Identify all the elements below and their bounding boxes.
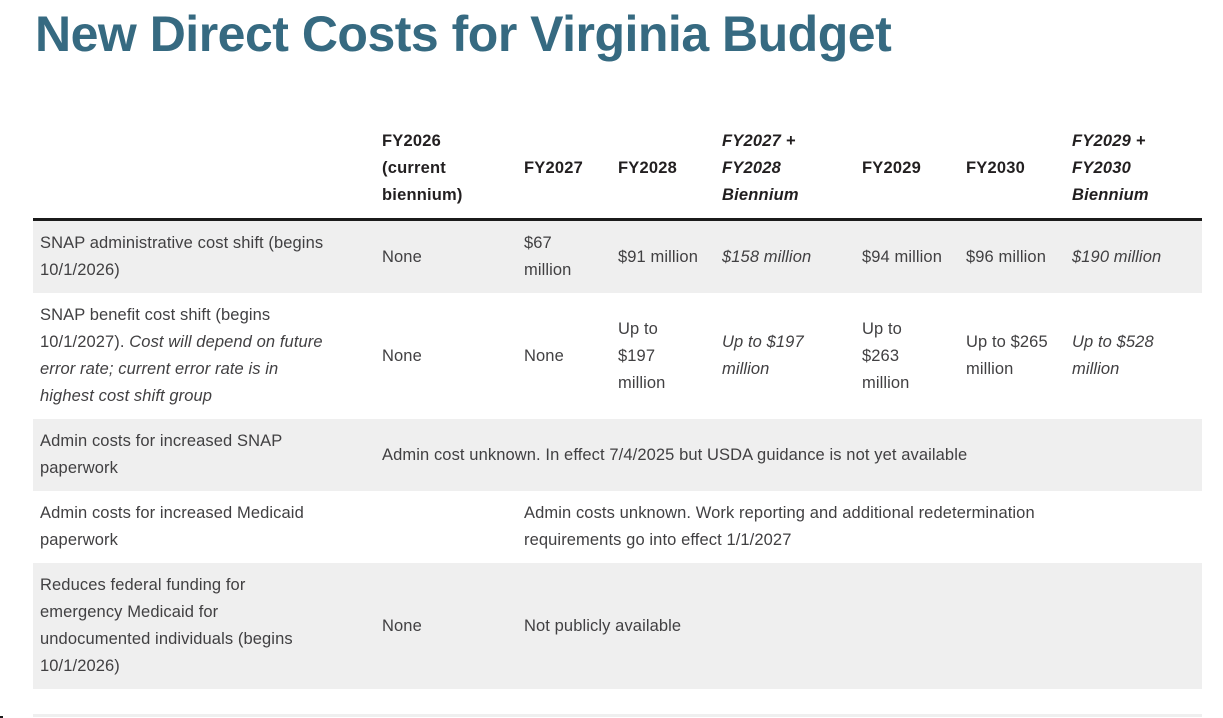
header-fy2027: FY2027: [514, 122, 608, 221]
table-row-snap-paperwork: Admin costs for increased SNAP paperwork…: [33, 419, 1202, 491]
row-label: SNAP administrative cost shift (begins 1…: [40, 234, 324, 279]
row-label: SNAP benefit cost shift (begins 10/1/202…: [33, 293, 372, 419]
cell-fy2028: $91 million: [618, 247, 698, 266]
header-fy2026: FY2026 (current biennium): [372, 122, 514, 221]
cell-fy2027: $67 million: [524, 234, 572, 279]
cell-span-note: Admin cost unknown. In effect 7/4/2025 b…: [382, 445, 968, 464]
next-row-partial: [33, 714, 1202, 717]
cell-fy2030: Up to $265 million: [966, 333, 1048, 378]
cell-fy2028: Up to $197 million: [618, 319, 666, 392]
cell-span-note: Admin costs unknown. Work reporting and …: [524, 504, 1035, 549]
cell-fy2026: None: [382, 616, 422, 635]
cell-fy2029: Up to $263 million: [862, 319, 910, 392]
cell-fy2027-fy2028-biennium: $158 million: [722, 247, 812, 266]
row-label: Reduces federal funding for emergency Me…: [40, 576, 293, 675]
cell-span-note: Not publicly available: [524, 616, 682, 635]
cell-fy2029-fy2030-biennium: $190 million: [1072, 247, 1162, 266]
table-row-emergency-medicaid: Reduces federal funding for emergency Me…: [33, 563, 1202, 689]
header-row: FY2026 (current biennium) FY2027 FY2028 …: [33, 122, 1202, 221]
header-fy2030: FY2030: [956, 122, 1062, 221]
cell-fy2026: None: [382, 247, 422, 266]
table-row-snap-admin-cost-shift: SNAP administrative cost shift (begins 1…: [33, 219, 1202, 293]
table-row-medicaid-paperwork: Admin costs for increased Medicaid paper…: [33, 491, 1202, 563]
row-label-italic: Cost will depend on future error rate; c…: [40, 333, 323, 405]
cell-fy2027-fy2028-biennium: Up to $197 million: [722, 333, 804, 378]
page-corner-mark: [0, 716, 3, 718]
cell-fy2029-fy2030-biennium: Up to $528 million: [1072, 333, 1154, 378]
row-label-regular: SNAP benefit cost shift (begins 10/1/202…: [40, 306, 271, 351]
page-title: New Direct Costs for Virginia Budget: [35, 6, 892, 62]
cell-fy2026: [372, 491, 514, 563]
row-label: Admin costs for increased SNAP paperwork: [40, 432, 283, 477]
header-fy2029-fy2030-biennium: FY2029 + FY2030 Biennium: [1062, 122, 1202, 221]
header-fy2029: FY2029: [852, 122, 956, 221]
page: New Direct Costs for Virginia Budget FY2…: [0, 4, 1223, 718]
cell-fy2029: $94 million: [862, 247, 942, 266]
row-label: Admin costs for increased Medicaid paper…: [40, 504, 304, 549]
header-fy2027-fy2028-biennium: FY2027 + FY2028 Biennium: [712, 122, 852, 221]
header-empty: [33, 122, 372, 221]
budget-table: FY2026 (current biennium) FY2027 FY2028 …: [33, 122, 1202, 689]
cell-fy2026: None: [382, 346, 422, 365]
cell-fy2030: $96 million: [966, 247, 1046, 266]
table-row-snap-benefit-cost-shift: SNAP benefit cost shift (begins 10/1/202…: [33, 293, 1202, 419]
header-fy2028: FY2028: [608, 122, 712, 221]
cell-fy2027: None: [524, 346, 564, 365]
